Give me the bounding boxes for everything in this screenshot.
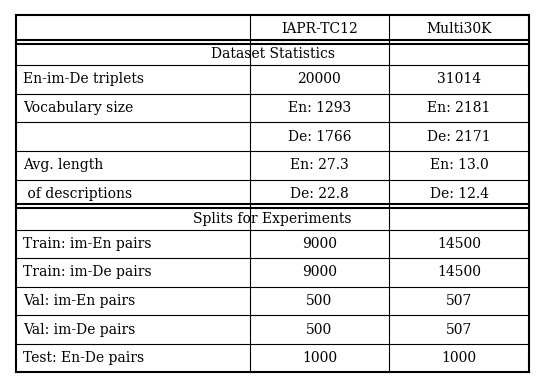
Text: Train: im-De pairs: Train: im-De pairs (23, 265, 151, 279)
Text: De: 2171: De: 2171 (427, 130, 491, 144)
Text: 31014: 31014 (437, 73, 481, 87)
Text: Multi30K: Multi30K (427, 22, 492, 36)
Text: En: 1293: En: 1293 (288, 101, 351, 115)
Text: Splits for Experiments: Splits for Experiments (193, 212, 352, 226)
Text: 1000: 1000 (442, 351, 477, 365)
Text: Vocabulary size: Vocabulary size (23, 101, 133, 115)
Text: De: 22.8: De: 22.8 (290, 187, 349, 201)
Text: En: 27.3: En: 27.3 (290, 158, 349, 172)
Text: of descriptions: of descriptions (23, 187, 132, 201)
Text: 9000: 9000 (302, 265, 337, 279)
Text: Dataset Statistics: Dataset Statistics (211, 48, 335, 62)
Text: Test: En-De pairs: Test: En-De pairs (23, 351, 144, 365)
Text: IAPR-TC12: IAPR-TC12 (281, 22, 358, 36)
Text: En: 2181: En: 2181 (428, 101, 491, 115)
Text: 507: 507 (446, 323, 472, 337)
Text: En: 13.0: En: 13.0 (430, 158, 489, 172)
Text: En-im-De triplets: En-im-De triplets (23, 73, 144, 87)
Text: 500: 500 (306, 323, 333, 337)
Text: 9000: 9000 (302, 237, 337, 251)
Text: 507: 507 (446, 294, 472, 308)
Text: 20000: 20000 (298, 73, 341, 87)
Text: Avg. length: Avg. length (23, 158, 103, 172)
Text: De: 1766: De: 1766 (288, 130, 351, 144)
Text: Val: im-De pairs: Val: im-De pairs (23, 323, 135, 337)
Text: Val: im-En pairs: Val: im-En pairs (23, 294, 135, 308)
Text: De: 12.4: De: 12.4 (430, 187, 489, 201)
Text: 14500: 14500 (437, 265, 481, 279)
Text: 500: 500 (306, 294, 333, 308)
Text: Train: im-En pairs: Train: im-En pairs (23, 237, 151, 251)
Text: 1000: 1000 (302, 351, 337, 365)
Text: 14500: 14500 (437, 237, 481, 251)
